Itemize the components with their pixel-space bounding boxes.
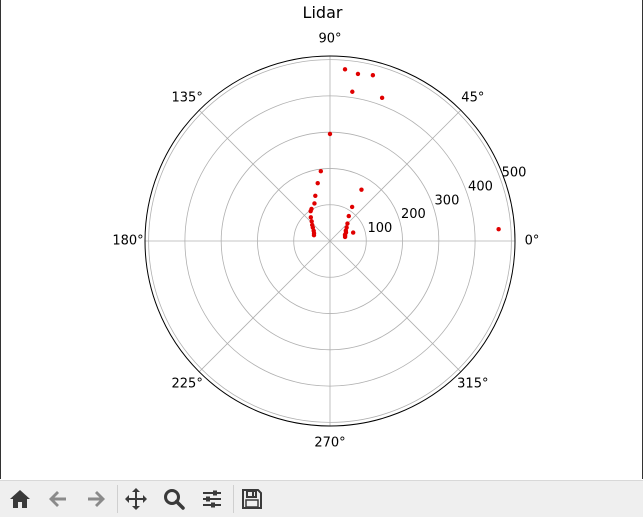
radial-tick-label: 400 <box>468 179 493 194</box>
theta-tick-label: 180° <box>112 234 143 249</box>
forward-button[interactable] <box>80 483 112 515</box>
data-point <box>315 180 320 186</box>
data-point <box>308 215 314 220</box>
data-point <box>350 230 356 235</box>
data-point <box>342 234 348 240</box>
data-point <box>342 67 348 72</box>
figure-canvas: Lidar 0° 45° 90° 135° 180° 225° 270° 315° 100 200… <box>0 0 643 479</box>
angular-grid-line <box>198 240 331 373</box>
data-point <box>355 71 361 77</box>
theta-tick-label: 135° <box>172 91 203 106</box>
radial-tick-label: 200 <box>401 207 426 222</box>
home-icon <box>10 490 30 508</box>
save-button[interactable] <box>236 483 268 515</box>
toolbar-separator <box>117 485 118 513</box>
data-point <box>359 187 364 192</box>
data-point <box>312 201 317 206</box>
back-button[interactable] <box>42 483 74 515</box>
angular-grid-line <box>198 109 331 242</box>
data-point <box>496 227 501 232</box>
chart-title: Lidar <box>302 3 343 22</box>
angular-grid-line <box>329 240 462 373</box>
polar-axis-boundary <box>144 55 516 427</box>
save-floppy-icon <box>242 489 262 509</box>
theta-tick-label: 315° <box>457 376 488 391</box>
forward-arrow-icon <box>88 491 105 507</box>
pan-button[interactable] <box>120 483 152 515</box>
data-point <box>370 73 376 78</box>
data-point <box>308 208 313 214</box>
toolbar-separator <box>233 485 234 513</box>
data-point <box>313 193 318 199</box>
theta-tick-label: 90° <box>318 32 341 47</box>
data-point <box>379 95 385 101</box>
home-button[interactable] <box>4 483 36 515</box>
theta-tick-label: 0° <box>525 234 540 249</box>
data-point <box>318 169 324 174</box>
polar-plot[interactable]: 0° 45° 90° 135° 180° 225° 270° 315° 100 200 300 400… <box>1 0 642 479</box>
data-point <box>346 213 351 219</box>
data-point <box>350 89 355 94</box>
data-point <box>345 221 350 226</box>
angular-grid-line <box>329 109 462 242</box>
data-point <box>309 219 314 224</box>
radial-tick-label: 500 <box>502 166 527 181</box>
radial-tick-label: 100 <box>368 221 393 236</box>
configure-button[interactable] <box>196 483 228 515</box>
data-point <box>349 204 355 210</box>
theta-tick-label: 270° <box>314 436 345 451</box>
data-point <box>311 232 317 238</box>
back-arrow-icon <box>49 491 66 507</box>
navigation-toolbar <box>0 480 643 517</box>
data-point <box>327 131 333 137</box>
theta-tick-label: 45° <box>461 91 484 106</box>
pan-move-icon <box>125 488 147 510</box>
theta-tick-label: 225° <box>172 376 203 391</box>
zoom-button[interactable] <box>158 483 190 515</box>
radial-tick-label: 300 <box>435 193 460 208</box>
zoom-magnifier-icon <box>164 489 185 510</box>
configure-subplots-icon <box>203 490 221 508</box>
